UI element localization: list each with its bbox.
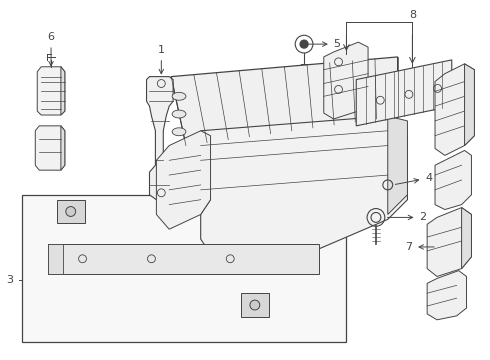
Text: 8: 8 (409, 10, 416, 19)
Polygon shape (171, 57, 397, 145)
Polygon shape (427, 208, 471, 276)
Text: 3: 3 (7, 275, 14, 285)
Polygon shape (324, 42, 368, 119)
Text: 5: 5 (307, 39, 341, 49)
Polygon shape (156, 131, 211, 229)
Text: 7: 7 (405, 242, 434, 252)
Text: 6: 6 (48, 32, 54, 66)
Circle shape (66, 207, 75, 216)
Text: 2: 2 (388, 212, 426, 222)
Polygon shape (427, 271, 466, 320)
Polygon shape (61, 67, 65, 115)
Polygon shape (356, 60, 452, 126)
Polygon shape (435, 150, 471, 210)
Circle shape (250, 300, 260, 310)
Polygon shape (48, 244, 319, 274)
Polygon shape (462, 208, 471, 269)
Polygon shape (57, 200, 84, 223)
Ellipse shape (172, 110, 186, 118)
Ellipse shape (172, 128, 186, 136)
Circle shape (300, 40, 308, 48)
Polygon shape (147, 77, 173, 200)
Polygon shape (35, 126, 65, 170)
Polygon shape (186, 116, 397, 165)
Polygon shape (48, 244, 63, 274)
Text: 4: 4 (395, 173, 432, 184)
Polygon shape (388, 116, 408, 215)
Polygon shape (61, 126, 65, 170)
Polygon shape (22, 195, 346, 342)
Ellipse shape (172, 93, 186, 100)
Polygon shape (201, 116, 408, 264)
Polygon shape (435, 64, 474, 156)
Polygon shape (465, 64, 474, 145)
Text: 1: 1 (158, 45, 165, 74)
Polygon shape (241, 293, 269, 317)
Polygon shape (37, 67, 65, 115)
